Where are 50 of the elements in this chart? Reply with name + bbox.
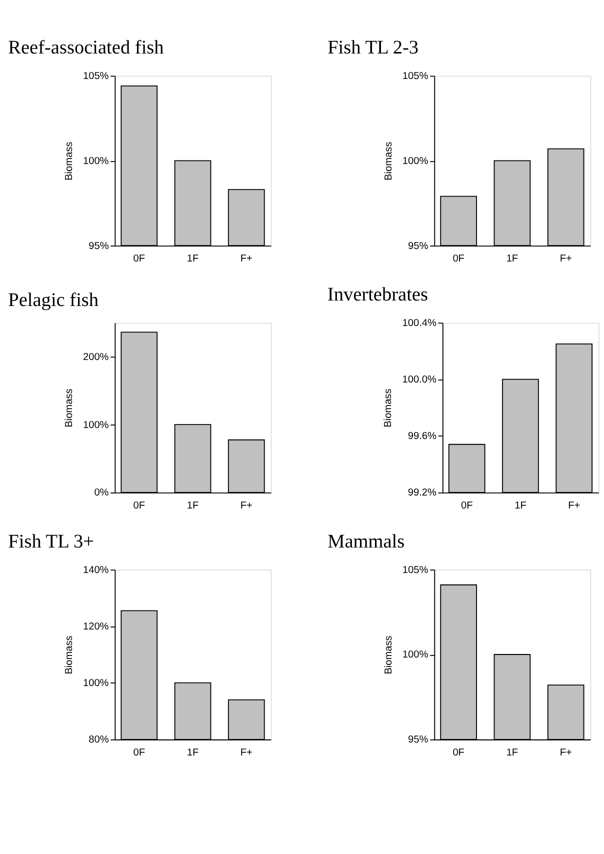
x-tick-label: 1F — [186, 254, 199, 265]
y-tick-label: 95% — [408, 240, 428, 252]
y-tick-label: 0% — [94, 488, 109, 499]
y-tick-label: 105% — [82, 70, 109, 82]
chart-title: Reef-associated fish — [8, 38, 164, 59]
x-tick-label: F+ — [568, 500, 580, 512]
x-tick-label: 0F — [133, 254, 146, 265]
x-tick-label: 0F — [133, 500, 146, 512]
y-tick-label: 100% — [82, 420, 109, 431]
x-tick-label: 1F — [506, 747, 518, 758]
y-axis-title: Biomass — [383, 636, 394, 674]
y-tick-label: 95% — [408, 734, 428, 746]
x-tick-label: F+ — [560, 747, 572, 758]
x-tick-label: F+ — [240, 254, 253, 265]
x-tick-label: 0F — [460, 500, 473, 512]
x-tick-label: F+ — [240, 500, 253, 512]
y-axis-title: Biomass — [64, 636, 75, 674]
y-tick-label: 100.4% — [402, 318, 437, 329]
x-tick-label: 1F — [506, 254, 518, 265]
y-tick-label: 120% — [82, 621, 109, 632]
y-axis-title: Biomass — [383, 142, 394, 180]
chart-title: Mammals — [328, 532, 405, 553]
y-tick-label: 100% — [402, 156, 428, 167]
x-tick-label: 0F — [133, 747, 146, 758]
y-tick-label: 140% — [82, 564, 109, 576]
y-axis-title: Biomass — [64, 142, 75, 180]
x-tick-label: F+ — [240, 747, 253, 758]
chart-title: Pelagic fish — [8, 290, 99, 312]
x-tick-label: 1F — [186, 747, 199, 758]
y-tick-label: 99.6% — [408, 431, 437, 442]
y-axis-title: Biomass — [64, 388, 75, 428]
chart-title: Fish TL 2-3 — [328, 38, 419, 59]
y-tick-label: 95% — [88, 240, 109, 252]
chart-title: Invertebrates — [327, 284, 428, 306]
x-tick-label: 0F — [452, 254, 464, 265]
x-tick-label: 1F — [514, 500, 526, 512]
y-tick-label: 105% — [402, 70, 428, 82]
y-tick-label: 100% — [402, 650, 428, 661]
x-tick-label: 0F — [452, 747, 464, 758]
y-tick-label: 100% — [82, 156, 109, 167]
x-tick-label: F+ — [560, 254, 572, 265]
y-tick-label: 105% — [402, 564, 428, 576]
x-tick-label: 1F — [186, 500, 199, 512]
y-axis-title: Biomass — [383, 388, 394, 428]
y-tick-label: 100% — [82, 678, 109, 690]
y-tick-label: 200% — [82, 352, 109, 363]
y-tick-label: 100.0% — [402, 374, 437, 386]
y-tick-label: 99.2% — [408, 488, 437, 499]
chart-title: Fish TL 3+ — [8, 532, 94, 553]
y-tick-label: 80% — [88, 734, 109, 746]
